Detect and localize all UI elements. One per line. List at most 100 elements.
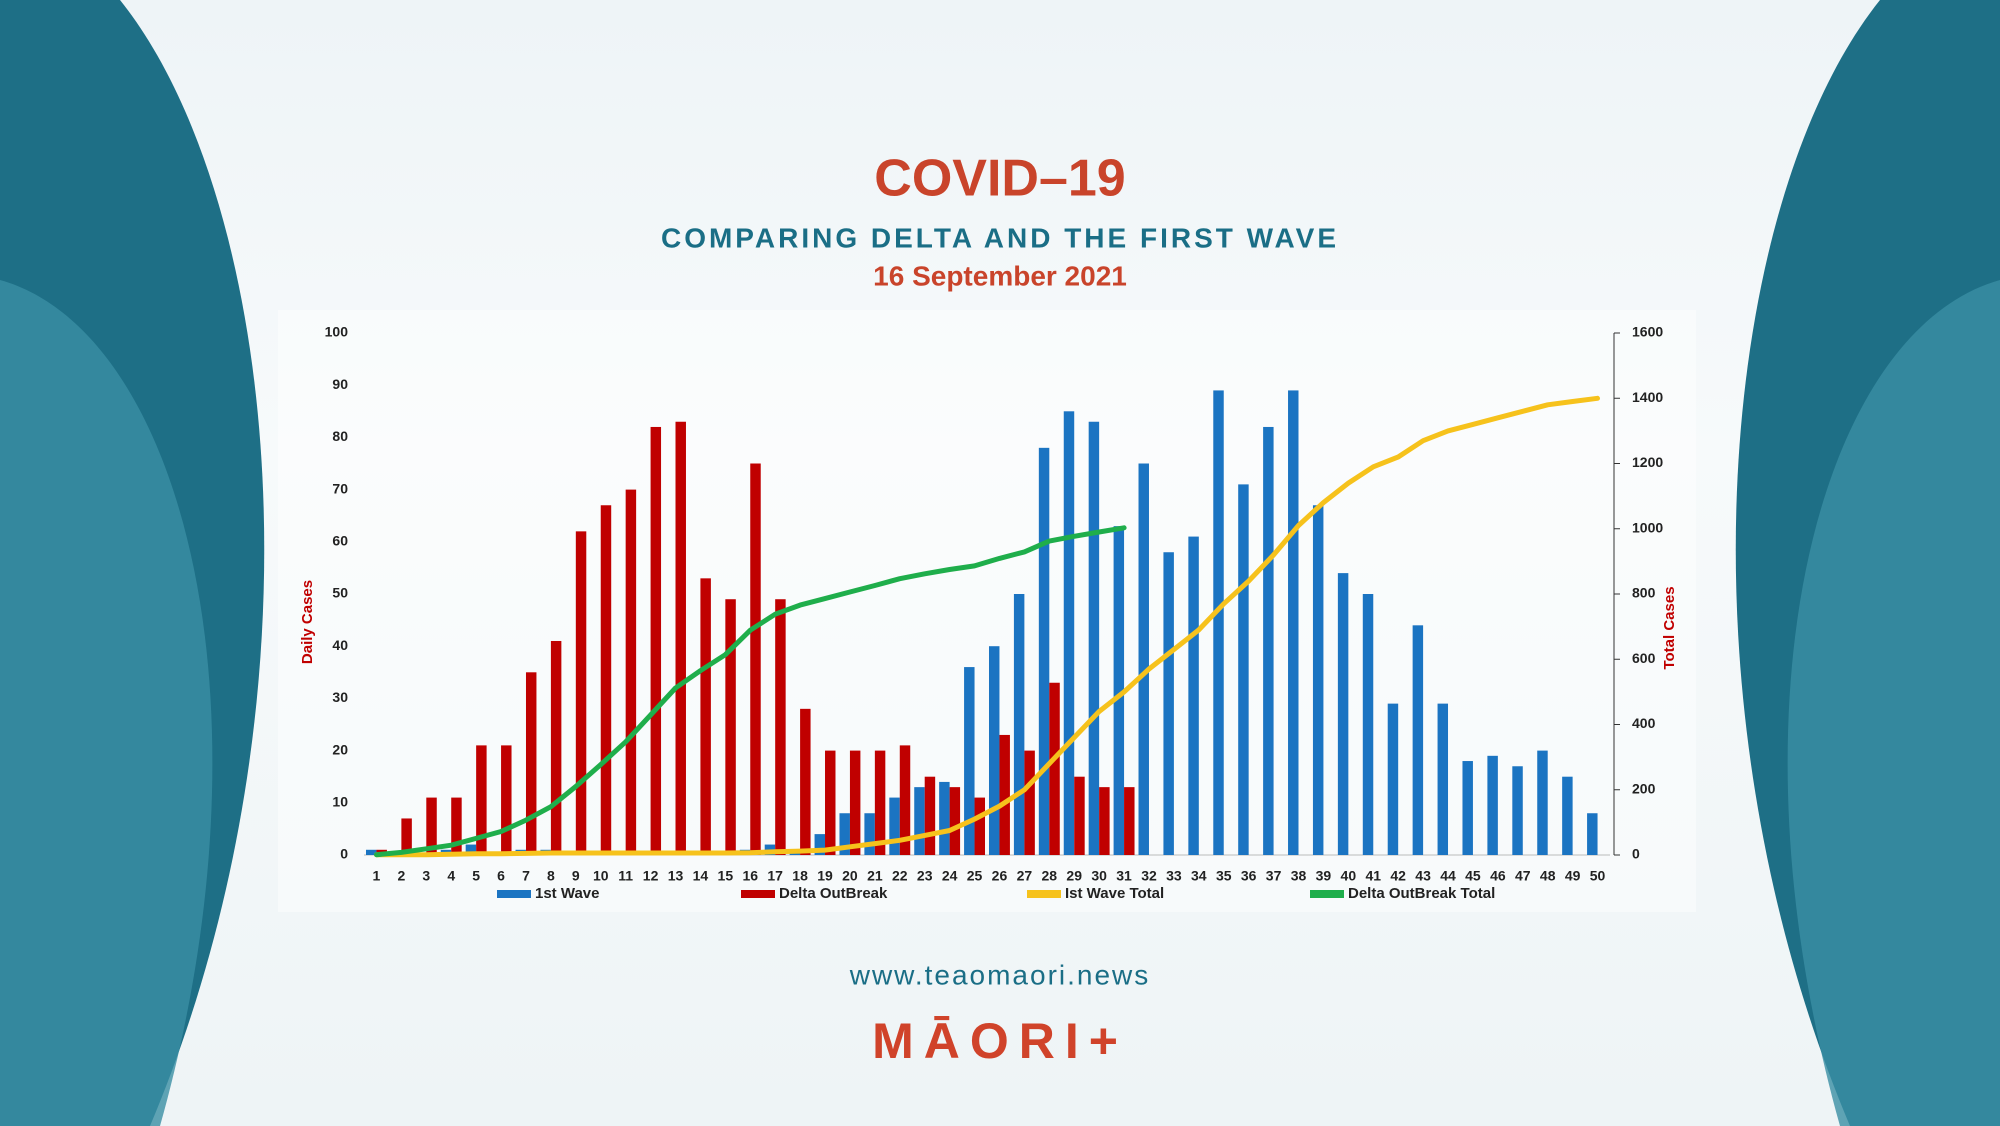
bar <box>1138 463 1149 855</box>
y-tick-label: 0 <box>340 846 348 862</box>
y2-tick-label: 1000 <box>1632 519 1663 535</box>
legend-label: Ist Wave Total <box>1065 885 1164 902</box>
bar <box>1038 447 1050 855</box>
logo: MĀORI+ <box>872 1013 1128 1069</box>
bar <box>725 599 736 855</box>
legend-label: Delta OutBreak Total <box>1348 885 1495 902</box>
bar <box>1312 505 1324 855</box>
x-tick-label: 7 <box>522 868 530 884</box>
bar <box>939 781 950 855</box>
bar <box>365 849 377 855</box>
bar <box>1587 813 1598 855</box>
x-tick-label: 40 <box>1341 868 1357 884</box>
x-tick-label: 18 <box>792 868 808 884</box>
bar <box>1337 573 1349 855</box>
bar <box>924 776 936 855</box>
x-tick-label: 35 <box>1216 868 1232 884</box>
x-tick-label: 38 <box>1291 868 1307 884</box>
bar <box>1487 755 1498 855</box>
bar <box>839 813 850 855</box>
y2-tick-label: 800 <box>1632 585 1656 601</box>
x-tick-label: 5 <box>472 868 480 884</box>
x-tick-label: 8 <box>547 868 555 884</box>
y-tick-label: 10 <box>332 794 348 810</box>
left-arc-inner <box>0 280 213 1126</box>
bar <box>650 426 662 855</box>
bar <box>1562 776 1573 855</box>
x-tick-label: 13 <box>668 868 684 884</box>
website: www.teaomaori.news <box>849 959 1151 990</box>
bar <box>899 745 911 855</box>
x-tick-label: 41 <box>1365 868 1381 884</box>
x-tick-label: 4 <box>447 868 455 884</box>
y-axis-label: Daily Cases <box>299 580 316 664</box>
x-tick-label: 29 <box>1066 868 1082 884</box>
bar <box>914 787 925 855</box>
x-tick-label: 10 <box>593 868 609 884</box>
bar <box>426 797 437 855</box>
x-tick-label: 2 <box>397 868 405 884</box>
bar <box>1238 484 1249 855</box>
x-tick-label: 11 <box>618 868 633 884</box>
y2-tick-label: 0 <box>1632 846 1640 862</box>
bar <box>988 646 1000 855</box>
y-tick-label: 100 <box>325 324 349 340</box>
y2-tick-label: 1200 <box>1632 454 1663 470</box>
x-tick-label: 34 <box>1191 868 1207 884</box>
x-tick-label: 12 <box>643 868 659 884</box>
y-tick-label: 60 <box>332 533 348 549</box>
y2-axis-label: Total Cases <box>1661 586 1678 669</box>
x-tick-label: 21 <box>867 868 883 884</box>
x-tick-label: 1 <box>373 868 381 884</box>
y2-tick-label: 200 <box>1632 780 1656 796</box>
bar <box>1213 390 1224 855</box>
x-tick-label: 28 <box>1042 868 1058 884</box>
y2-tick-label: 600 <box>1632 650 1656 666</box>
bar <box>476 745 487 855</box>
legend-label: Delta OutBreak <box>779 885 888 902</box>
x-tick-label: 36 <box>1241 868 1257 884</box>
y-tick-label: 90 <box>332 376 348 392</box>
x-tick-label: 23 <box>917 868 933 884</box>
line <box>374 395 1600 858</box>
y2-tick-label: 400 <box>1632 715 1656 731</box>
right-arc-inner <box>1787 280 2000 1126</box>
bar <box>974 797 986 855</box>
bar <box>750 463 761 855</box>
x-tick-label: 17 <box>767 868 783 884</box>
legend-swatch <box>1310 890 1344 898</box>
line <box>374 525 1127 858</box>
x-tick-label: 32 <box>1141 868 1157 884</box>
x-tick-label: 49 <box>1565 868 1581 884</box>
chart-date: 16 September 2021 <box>873 260 1127 291</box>
legend-swatch <box>741 890 775 898</box>
bar <box>1163 552 1174 855</box>
y2-tick-label: 1400 <box>1632 389 1663 405</box>
x-tick-label: 30 <box>1091 868 1107 884</box>
bar <box>949 787 961 855</box>
x-tick-label: 6 <box>497 868 505 884</box>
legend-swatch <box>497 890 531 898</box>
bar <box>1188 536 1199 855</box>
bar <box>874 750 886 855</box>
x-tick-label: 25 <box>967 868 983 884</box>
bar <box>999 734 1010 855</box>
x-tick-label: 46 <box>1490 868 1506 884</box>
x-tick-label: 50 <box>1590 868 1606 884</box>
bar <box>675 421 686 855</box>
bar <box>1124 787 1135 855</box>
bar <box>1063 411 1075 855</box>
bar <box>1074 776 1085 855</box>
bar <box>575 531 587 855</box>
bar <box>1412 625 1424 855</box>
x-tick-label: 42 <box>1390 868 1406 884</box>
y-tick-label: 70 <box>332 480 348 496</box>
bar <box>1088 421 1100 855</box>
bar <box>849 750 861 855</box>
plot-panel <box>278 310 1696 912</box>
x-tick-label: 3 <box>422 868 430 884</box>
y-tick-label: 30 <box>332 689 348 705</box>
x-tick-label: 37 <box>1266 868 1282 884</box>
